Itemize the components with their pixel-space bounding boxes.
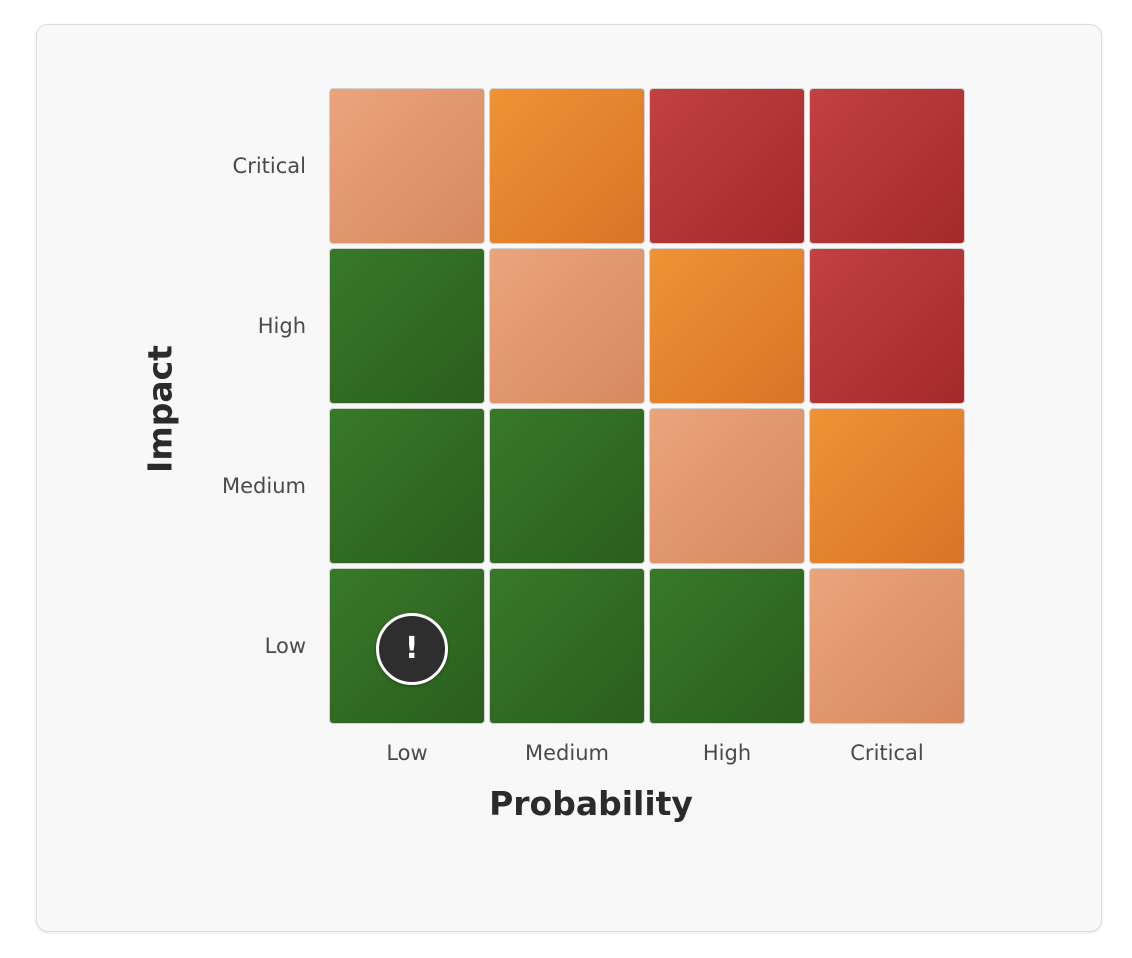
y-tick-label: Low (264, 634, 306, 658)
matrix-cell-green (329, 408, 485, 564)
matrix-cell-orange (649, 248, 805, 404)
matrix-cell-green (649, 568, 805, 724)
matrix-cell-orange (809, 408, 965, 564)
matrix-cell-light-orange (809, 568, 965, 724)
x-axis-title: Probability (489, 784, 693, 823)
matrix-cell-light-orange (649, 408, 805, 564)
matrix-cell-green (329, 248, 485, 404)
matrix-cell-red (809, 88, 965, 244)
y-tick-label: Critical (232, 154, 306, 178)
x-tick-label: Low (386, 741, 428, 765)
risk-matrix-grid (327, 86, 967, 726)
matrix-cell-light-orange (329, 88, 485, 244)
matrix-cell-green (489, 408, 645, 564)
x-tick-label: Critical (850, 741, 924, 765)
matrix-cell-green (489, 568, 645, 724)
x-tick-label: Medium (525, 741, 609, 765)
matrix-cell-orange (489, 88, 645, 244)
risk-marker-alert-icon[interactable]: ! (375, 613, 448, 686)
y-tick-label: Medium (222, 474, 306, 498)
matrix-cell-light-orange (489, 248, 645, 404)
x-tick-label: High (702, 741, 752, 765)
matrix-cell-red (649, 88, 805, 244)
y-axis-title: Impact (140, 345, 180, 473)
matrix-cell-red (809, 248, 965, 404)
y-tick-label: High (257, 314, 306, 338)
